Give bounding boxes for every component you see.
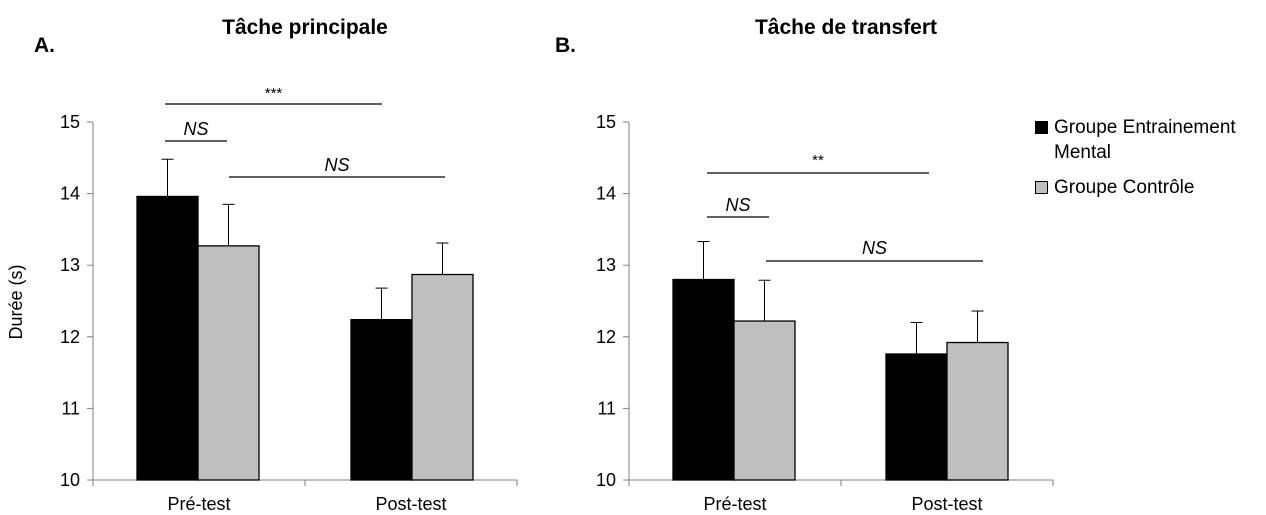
significance-label: ** bbox=[812, 152, 824, 169]
legend: Groupe Entrainement Mental Groupe Contrô… bbox=[1035, 115, 1266, 210]
significance-label: NS bbox=[183, 119, 208, 139]
y-tick-label: 13 bbox=[596, 255, 616, 275]
legend-swatch-grey bbox=[1035, 181, 1048, 194]
legend-item-control: Groupe Contrôle bbox=[1035, 175, 1266, 200]
y-tick-label: 12 bbox=[596, 327, 616, 347]
y-tick-label: 15 bbox=[596, 112, 616, 132]
bar bbox=[411, 273, 474, 481]
significance-label: NS bbox=[725, 195, 750, 215]
panel-a: A. Tâche principale Durée (s) 10 11 12 13 14… bbox=[6, 16, 518, 514]
bar bbox=[136, 195, 199, 481]
chart-title: Tâche de transfert bbox=[755, 16, 937, 39]
y-tick-label: 10 bbox=[60, 470, 80, 490]
significance-label: NS bbox=[324, 155, 349, 175]
bar bbox=[197, 245, 260, 481]
y-tick-label: 14 bbox=[596, 184, 616, 204]
y-tick-label: 11 bbox=[61, 398, 80, 418]
y-axis-label: Durée (s) bbox=[6, 264, 26, 339]
bar bbox=[733, 320, 796, 481]
bar bbox=[946, 341, 1009, 481]
x-tick-label: Pré-test bbox=[703, 494, 766, 514]
bar bbox=[350, 318, 413, 481]
significance-label: NS bbox=[862, 238, 887, 258]
panel-label: A. bbox=[34, 34, 55, 57]
legend-label: Groupe Entrainement Mental bbox=[1054, 117, 1236, 163]
significance-label: *** bbox=[265, 85, 283, 102]
legend-item-mental-training: Groupe Entrainement Mental bbox=[1035, 115, 1266, 165]
y-tick-label: 15 bbox=[60, 112, 80, 132]
panel-label: B. bbox=[555, 34, 576, 57]
y-tick-label: 13 bbox=[60, 255, 80, 275]
x-tick-label: Post-test bbox=[375, 494, 446, 514]
bar bbox=[672, 278, 735, 481]
y-tick-label: 12 bbox=[60, 327, 80, 347]
legend-swatch-black bbox=[1035, 121, 1048, 134]
x-tick-label: Pré-test bbox=[167, 494, 230, 514]
panel-b: B. Tâche de transfert 10 11 12 13 14 15 Pré-te… bbox=[555, 16, 1054, 514]
y-tick-label: 11 bbox=[597, 398, 616, 418]
y-tick-label: 10 bbox=[596, 470, 616, 490]
chart-title: Tâche principale bbox=[222, 16, 388, 39]
legend-label: Groupe Contrôle bbox=[1054, 177, 1195, 198]
bar bbox=[885, 353, 948, 481]
x-tick-label: Post-test bbox=[911, 494, 982, 514]
y-tick-label: 14 bbox=[60, 184, 80, 204]
